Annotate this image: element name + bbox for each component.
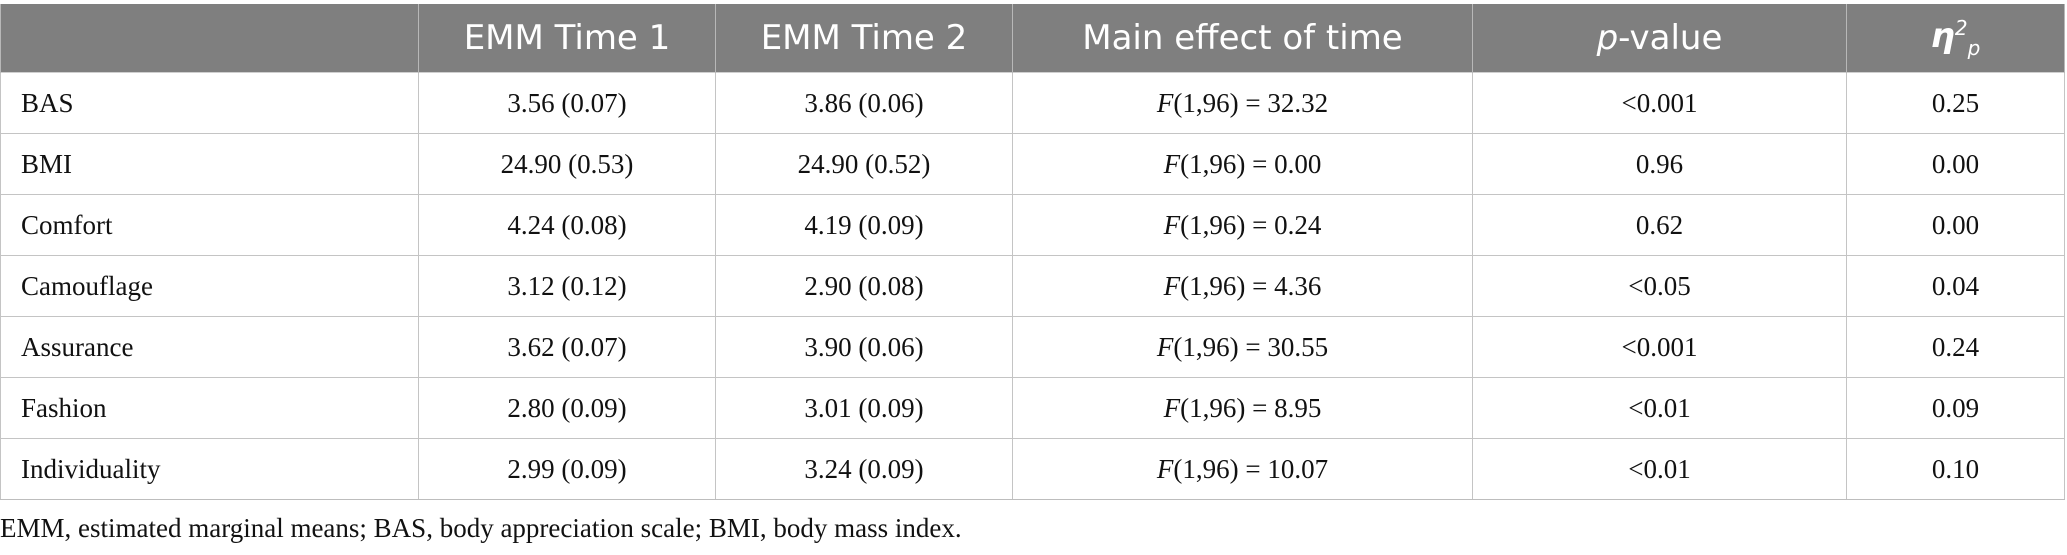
cell-eta-squared: 0.10 [1846, 438, 2065, 500]
cell-emm-time2: 3.90 (0.06) [715, 316, 1013, 378]
results-table: EMM Time 1 EMM Time 2 Main effect of tim… [0, 4, 2065, 500]
cell-emm-time2: 3.24 (0.09) [715, 438, 1013, 500]
f-statistic-value: (1,96) = 10.07 [1173, 453, 1329, 484]
row-label: Assurance [0, 316, 419, 378]
row-label: BMI [0, 133, 419, 195]
cell-main-effect: F(1,96) = 32.32 [1012, 72, 1473, 134]
cell-main-effect: F(1,96) = 8.95 [1012, 377, 1473, 439]
cell-p-value: 0.62 [1472, 194, 1847, 256]
table-row: Fashion 2.80 (0.09) 3.01 (0.09) F(1,96) = 8… [0, 377, 2065, 439]
cell-emm-time2: 3.86 (0.06) [715, 72, 1013, 134]
cell-emm-time1: 4.24 (0.08) [418, 194, 716, 256]
cell-eta-squared: 0.00 [1846, 194, 2065, 256]
header-eta-squared: η2p [1846, 4, 2065, 73]
f-statistic-symbol: F [1163, 392, 1181, 423]
cell-p-value: <0.01 [1472, 377, 1847, 439]
header-p-value: p-value [1472, 4, 1847, 73]
cell-emm-time2: 3.01 (0.09) [715, 377, 1013, 439]
cell-main-effect: F(1,96) = 10.07 [1012, 438, 1473, 500]
header-main-effect: Main effect of time [1012, 4, 1473, 73]
header-p-suffix: -value [1618, 18, 1723, 58]
cell-eta-squared: 0.25 [1846, 72, 2065, 134]
cell-main-effect: F(1,96) = 30.55 [1012, 316, 1473, 378]
cell-emm-time2: 24.90 (0.52) [715, 133, 1013, 195]
header-eta-sub: p [1967, 36, 1981, 60]
table-footnote: EMM, estimated marginal means; BAS, body… [0, 513, 962, 543]
cell-emm-time1: 3.62 (0.07) [418, 316, 716, 378]
row-label: Comfort [0, 194, 419, 256]
cell-main-effect: F(1,96) = 4.36 [1012, 255, 1473, 317]
f-statistic-value: (1,96) = 0.24 [1180, 209, 1322, 240]
cell-p-value: <0.001 [1472, 72, 1847, 134]
row-label: Camouflage [0, 255, 419, 317]
f-statistic-value: (1,96) = 8.95 [1180, 392, 1322, 423]
cell-p-value: <0.01 [1472, 438, 1847, 500]
table-row: Assurance 3.62 (0.07) 3.90 (0.06) F(1,96) =… [0, 316, 2065, 378]
f-statistic-value: (1,96) = 0.00 [1180, 148, 1322, 179]
f-statistic-value: (1,96) = 4.36 [1180, 270, 1322, 301]
cell-eta-squared: 0.04 [1846, 255, 2065, 317]
table-row: Camouflage 3.12 (0.12) 2.90 (0.08) F(1,96) … [0, 255, 2065, 317]
header-eta-symbol: η [1930, 16, 1955, 56]
cell-eta-squared: 0.09 [1846, 377, 2065, 439]
cell-main-effect: F(1,96) = 0.24 [1012, 194, 1473, 256]
f-statistic-symbol: F [1163, 148, 1181, 179]
cell-eta-squared: 0.24 [1846, 316, 2065, 378]
cell-emm-time1: 2.80 (0.09) [418, 377, 716, 439]
header-emm-time1: EMM Time 1 [418, 4, 716, 73]
row-label: Individuality [0, 438, 419, 500]
cell-p-value: <0.05 [1472, 255, 1847, 317]
table-row: BMI 24.90 (0.53) 24.90 (0.52) F(1,96) = 0.0… [0, 133, 2065, 195]
f-statistic-symbol: F [1163, 209, 1181, 240]
cell-emm-time2: 4.19 (0.09) [715, 194, 1013, 256]
results-table-container: EMM Time 1 EMM Time 2 Main effect of tim… [0, 4, 2065, 500]
f-statistic-symbol: F [1163, 270, 1181, 301]
header-row-label [0, 4, 419, 73]
f-statistic-symbol: F [1156, 453, 1174, 484]
f-statistic-symbol: F [1156, 87, 1174, 118]
cell-p-value: <0.001 [1472, 316, 1847, 378]
header-p-italic: p [1596, 18, 1619, 58]
f-statistic-symbol: F [1156, 331, 1174, 362]
table-row: Individuality 2.99 (0.09) 3.24 (0.09) F(1,9… [0, 438, 2065, 500]
cell-emm-time1: 24.90 (0.53) [418, 133, 716, 195]
table-body: BAS 3.56 (0.07) 3.86 (0.06) F(1,96) = 32.32… [0, 72, 2065, 500]
row-label: BAS [0, 72, 419, 134]
cell-emm-time1: 3.12 (0.12) [418, 255, 716, 317]
header-eta-sup: 2 [1954, 16, 1968, 40]
cell-main-effect: F(1,96) = 0.00 [1012, 133, 1473, 195]
table-row: Comfort 4.24 (0.08) 4.19 (0.09) F(1,96) = 0… [0, 194, 2065, 256]
cell-emm-time2: 2.90 (0.08) [715, 255, 1013, 317]
f-statistic-value: (1,96) = 32.32 [1173, 87, 1329, 118]
cell-emm-time1: 2.99 (0.09) [418, 438, 716, 500]
header-emm-time2: EMM Time 2 [715, 4, 1013, 73]
row-label: Fashion [0, 377, 419, 439]
cell-p-value: 0.96 [1472, 133, 1847, 195]
cell-eta-squared: 0.00 [1846, 133, 2065, 195]
cell-emm-time1: 3.56 (0.07) [418, 72, 716, 134]
table-row: BAS 3.56 (0.07) 3.86 (0.06) F(1,96) = 32.32… [0, 72, 2065, 134]
table-header-row: EMM Time 1 EMM Time 2 Main effect of tim… [0, 4, 2065, 73]
f-statistic-value: (1,96) = 30.55 [1173, 331, 1329, 362]
